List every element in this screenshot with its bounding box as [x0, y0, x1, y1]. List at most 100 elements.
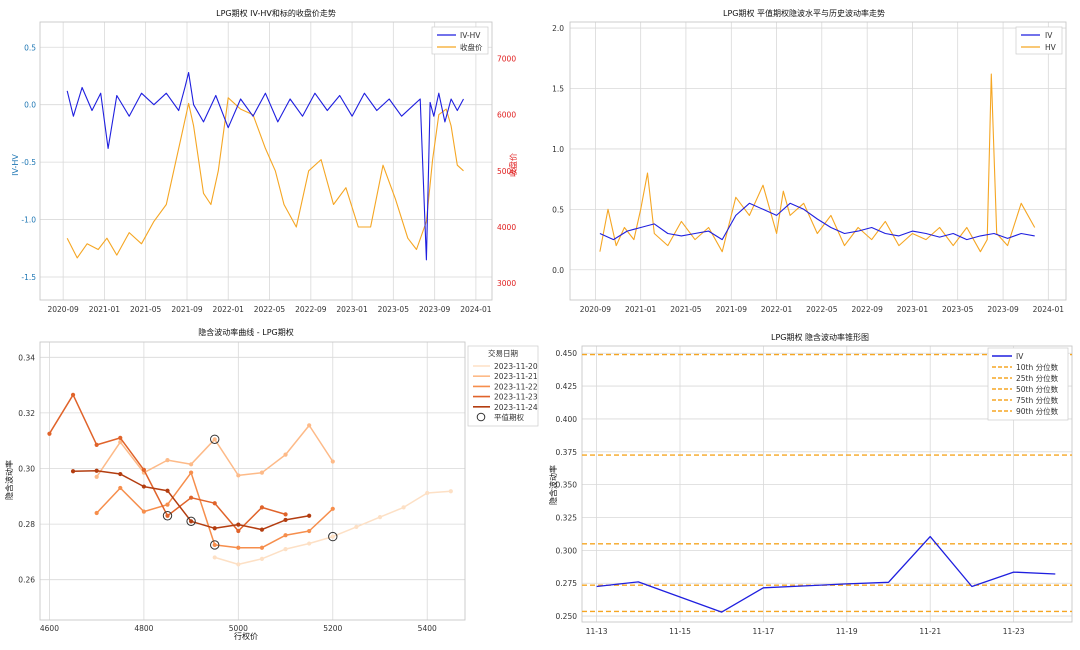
legend-label-iv-hv: IV-HV — [460, 31, 481, 40]
data-point-2023-11-20 — [448, 489, 453, 494]
x-tick-label: 2024-01 — [460, 305, 492, 314]
series-line-close-price — [66, 97, 464, 259]
data-point-2023-11-22 — [283, 533, 288, 538]
legend-label-hv: HV — [1045, 43, 1057, 52]
x-tick-label: 2023-05 — [942, 305, 974, 314]
data-point-2023-11-24 — [212, 526, 217, 531]
data-point-2023-11-22 — [141, 509, 146, 514]
series-line-iv — [599, 202, 1035, 241]
y-tick-label: 2.0 — [552, 24, 564, 33]
data-point-2023-11-20 — [425, 490, 430, 496]
y-tick-label: 0.32 — [18, 409, 35, 418]
atm-point-marker — [186, 516, 196, 527]
legend-label-2023-11-22: 2023-11-22 — [494, 382, 538, 391]
legend-label-quantile: 90th 分位数 — [1016, 406, 1059, 416]
x-tick-label: 4800 — [134, 624, 153, 633]
x-tick-label: 2021-09 — [716, 305, 748, 314]
x-tick-label: 11-13 — [586, 627, 608, 636]
x-tick-label: 2023-05 — [378, 305, 410, 314]
legend-label-iv: IV — [1016, 352, 1024, 361]
legend-label-quantile: 75th 分位数 — [1016, 395, 1059, 405]
x-tick-label: 2021-01 — [89, 305, 121, 314]
data-point-2023-11-24 — [118, 471, 123, 477]
series-line-2023-11-21 — [96, 424, 334, 478]
data-point-2023-11-23 — [212, 501, 217, 506]
plot-frame — [39, 21, 493, 301]
x-tick-label: 2021-05 — [670, 305, 702, 314]
x-tick-label: 2024-01 — [1033, 305, 1065, 314]
data-point-2023-11-23 — [259, 505, 265, 510]
data-point-2023-11-21 — [307, 423, 312, 428]
legend-swatch-atm — [476, 412, 486, 422]
data-point-2023-11-24 — [307, 513, 312, 518]
y-tick-label-right: 4000 — [497, 223, 516, 232]
y-tick-label: 0.375 — [556, 448, 578, 457]
y-tick-label: 0.300 — [556, 546, 578, 555]
x-tick-label: 2023-09 — [987, 305, 1019, 314]
data-point-2023-11-22 — [118, 485, 123, 491]
data-point-2023-11-24 — [141, 484, 146, 489]
data-point-2023-11-24 — [70, 469, 76, 474]
series-line-2023-11-23 — [48, 394, 286, 532]
x-tick-label: 2022-09 — [852, 305, 884, 314]
data-point-2023-11-23 — [118, 435, 123, 441]
y-tick-label-right: 5000 — [497, 167, 516, 176]
data-point-2023-11-23 — [283, 512, 288, 517]
x-tick-label: 11-19 — [836, 627, 858, 636]
legend-label-2023-11-21: 2023-11-21 — [494, 372, 538, 381]
x-tick-label: 11-21 — [919, 627, 941, 636]
y-tick-label: 0.325 — [556, 514, 578, 523]
legend-label-quantile: 25th 分位数 — [1016, 373, 1059, 383]
data-point-2023-11-22 — [189, 470, 194, 475]
data-point-2023-11-20 — [236, 562, 241, 567]
y-tick-label: 0.450 — [556, 349, 578, 358]
data-point-2023-11-22 — [165, 502, 170, 507]
y-tick-label-right: 6000 — [497, 111, 516, 120]
x-tick-label: 2021-05 — [130, 305, 162, 314]
y-tick-label: 0.400 — [556, 415, 578, 424]
y-tick-label: 0.350 — [556, 481, 578, 490]
y-axis-label-left: IV-HV — [11, 154, 20, 176]
atm-point-marker — [162, 511, 173, 521]
x-tick-label: 2021-09 — [171, 305, 203, 314]
data-point-2023-11-21 — [212, 437, 217, 442]
y-tick-label: 1.0 — [552, 145, 564, 154]
data-point-2023-11-22 — [94, 510, 99, 516]
x-tick-label: 2021-01 — [625, 305, 657, 314]
data-point-2023-11-20 — [377, 515, 383, 520]
data-point-2023-11-20 — [259, 556, 265, 561]
y-tick-label-left: -0.5 — [21, 158, 36, 167]
x-tick-label: 2022-01 — [761, 305, 793, 314]
chart-title: 隐含波动率曲线 - LPG期权 — [198, 327, 293, 337]
chart-iv-hv-levels: LPG期权 平值期权隐波水平与历史波动率走势 2020-09 2021-01 202… — [552, 8, 1067, 314]
x-tick-label: 11-15 — [669, 627, 691, 636]
series-line-2023-11-22 — [96, 471, 334, 549]
y-tick-label: 0.28 — [18, 520, 35, 529]
x-tick-label: 4600 — [40, 624, 59, 633]
data-point-2023-11-22 — [307, 528, 312, 534]
x-tick-label: 2023-01 — [336, 305, 368, 314]
series-line-hv — [599, 73, 1036, 253]
legend-label-2023-11-24: 2023-11-24 — [494, 403, 538, 412]
y-tick-label-left: 0.5 — [24, 43, 36, 52]
x-tick-label: 5200 — [323, 624, 342, 633]
data-point-2023-11-24 — [236, 522, 241, 527]
data-point-2023-11-21 — [330, 459, 335, 464]
data-point-2023-11-23 — [189, 495, 194, 500]
y-axis-label: 隐含波动率 — [4, 460, 14, 500]
data-point-2023-11-20 — [307, 541, 312, 546]
x-tick-label: 11-17 — [753, 627, 775, 636]
legend-label-quantile: 50th 分位数 — [1016, 384, 1059, 394]
legend-frame — [1015, 26, 1063, 55]
legend-label-close-price: 收盘价 — [460, 42, 483, 52]
data-point-2023-11-24 — [283, 517, 288, 523]
x-tick-label: 5400 — [418, 624, 437, 633]
y-tick-label-right: 3000 — [497, 279, 516, 288]
series-line-iv — [596, 535, 1056, 613]
data-point-2023-11-20 — [212, 555, 217, 560]
data-point-2023-11-21 — [236, 473, 241, 478]
chart-iv-smile: 隐含波动率曲线 - LPG期权 行权价 隐含波动率 4600 4800 5000 52… — [4, 327, 539, 641]
series-line-iv-hv — [66, 71, 464, 261]
y-tick-label: 1.5 — [552, 84, 564, 93]
